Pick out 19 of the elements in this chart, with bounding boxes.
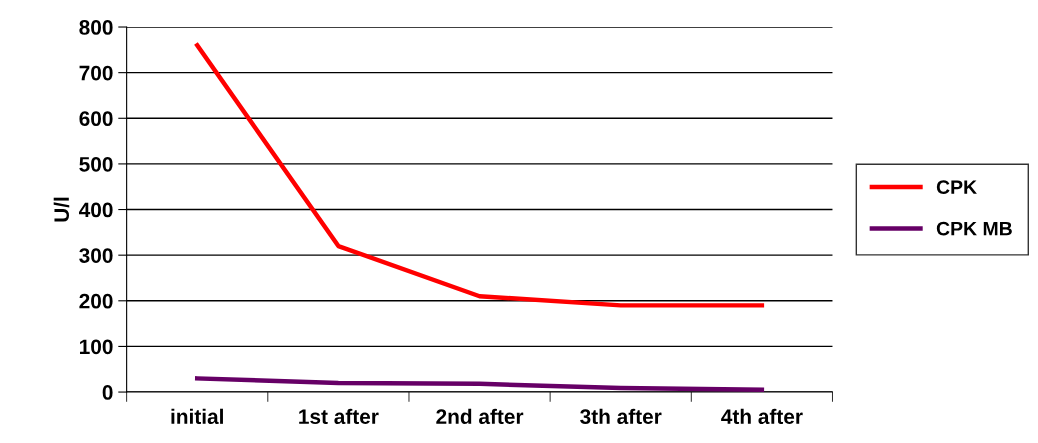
y-tick-label: 800 [79, 20, 113, 35]
y-tick-label: 200 [79, 293, 113, 309]
y-tick-label: 500 [79, 156, 113, 172]
y-tick-label: 700 [79, 65, 113, 81]
x-tick-label: 4th after [721, 408, 803, 425]
x-tick-label: 2nd after [436, 408, 524, 425]
y-tick-label: 400 [79, 202, 113, 218]
y-tick-label: 600 [79, 111, 113, 127]
y-axis-title: U/l [53, 197, 70, 222]
line-series [195, 376, 765, 392]
legend-label: CPK MB [936, 221, 1012, 236]
y-tick-label: 100 [80, 339, 113, 355]
x-tick-label: 3th after [580, 408, 662, 425]
y-tick-label: 300 [79, 248, 113, 263]
y-tick-label: 0 [102, 385, 113, 400]
line-series [195, 43, 765, 308]
x-tick-label: 1st after [299, 408, 379, 425]
legend-label: CPK [936, 180, 977, 195]
x-tick-label: initial [171, 408, 223, 425]
